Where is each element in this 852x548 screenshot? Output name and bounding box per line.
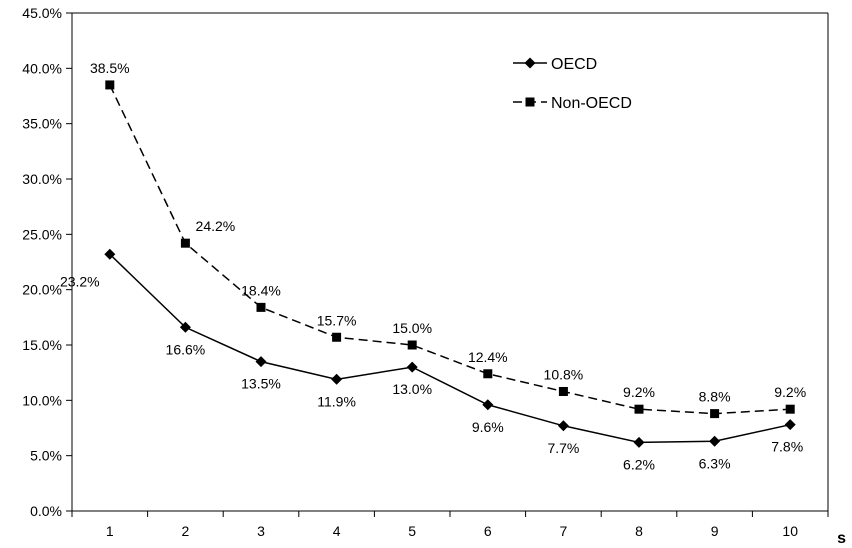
data-label: 11.9% (317, 393, 356, 409)
data-label: 9.2% (774, 384, 806, 400)
data-point-non-oecd (256, 302, 266, 312)
data-label: 18.4% (241, 282, 281, 298)
data-label: 38.5% (90, 60, 130, 76)
x-tick-label: 5 (408, 523, 416, 539)
series-layer (104, 80, 796, 448)
data-label: 7.7% (547, 440, 579, 456)
y-tick-label: 10.0% (22, 392, 62, 408)
data-point-non-oecd (180, 238, 190, 248)
data-point-non-oecd (483, 369, 493, 379)
data-point-oecd (557, 420, 569, 432)
data-point-non-oecd (785, 404, 795, 414)
data-label: 13.0% (392, 381, 432, 397)
y-tick-label: 40.0% (22, 60, 62, 76)
y-axis-ticks: 0.0% 5.0% 10.0% 15.0% 20.0% 25.0% 30.0% 35.0% 40… (22, 5, 72, 519)
data-point-oecd (179, 321, 191, 333)
y-tick-label: 30.0% (22, 171, 62, 187)
y-tick-label: 15.0% (22, 337, 62, 353)
data-point-oecd (784, 419, 796, 431)
data-point-non-oecd (710, 409, 720, 419)
y-tick-label: 5.0% (30, 448, 62, 464)
data-point-oecd (633, 436, 645, 448)
data-point-oecd (406, 361, 418, 373)
data-label: 8.8% (699, 389, 731, 405)
x-axis-ticks: 1 2 3 4 5 6 7 8 9 10 (71, 511, 829, 539)
y-tick-label: 35.0% (22, 116, 62, 132)
data-point-oecd (482, 399, 494, 411)
data-label: 10.8% (544, 366, 584, 382)
data-label: 9.2% (623, 384, 655, 400)
data-point-non-oecd (558, 386, 568, 396)
data-label: 23.2% (60, 273, 100, 289)
data-point-oecd (709, 435, 721, 447)
data-label: 12.4% (468, 349, 508, 365)
x-axis-title: s (837, 530, 846, 547)
x-tick-label: 9 (711, 523, 719, 539)
data-point-non-oecd (332, 332, 342, 342)
data-label: 13.5% (241, 376, 281, 392)
data-point-non-oecd (634, 404, 644, 414)
legend-label: OECD (551, 56, 597, 73)
legend: OECD Non-OECD (513, 56, 632, 112)
data-point-non-oecd (105, 80, 115, 90)
x-tick-label: 1 (106, 523, 114, 539)
data-label: 15.7% (317, 312, 357, 328)
data-label: 6.2% (623, 456, 655, 472)
legend-label: Non-OECD (551, 95, 632, 112)
x-tick-label: 10 (782, 523, 798, 539)
x-tick-label: 7 (560, 523, 568, 539)
series-line-oecd (109, 253, 791, 444)
data-label: 15.0% (392, 320, 432, 336)
x-tick-label: 4 (333, 523, 341, 539)
y-tick-label: 0.0% (30, 503, 62, 519)
data-label: 16.6% (166, 341, 206, 357)
x-tick-label: 2 (182, 523, 190, 539)
legend-marker (525, 97, 535, 107)
x-tick-label: 6 (484, 523, 492, 539)
data-label: 9.6% (472, 419, 504, 435)
series-line-non-oecd (109, 84, 791, 415)
data-point-oecd (104, 248, 116, 260)
x-tick-label: 8 (635, 523, 643, 539)
data-point-oecd (255, 356, 267, 368)
data-point-non-oecd (407, 340, 417, 350)
data-labels: 23.2% 16.6% 13.5% 11.9% 13.0% 9.6% 7.7% 6.2% 6.3… (60, 60, 806, 472)
data-label: 7.8% (771, 439, 803, 455)
y-tick-label: 20.0% (22, 282, 62, 298)
y-tick-label: 25.0% (22, 226, 62, 242)
data-label: 6.3% (699, 455, 731, 471)
y-tick-label: 45.0% (22, 5, 62, 21)
legend-marker (524, 57, 536, 69)
data-label: 24.2% (196, 218, 236, 234)
x-tick-label: 3 (257, 523, 265, 539)
data-point-oecd (331, 373, 343, 385)
